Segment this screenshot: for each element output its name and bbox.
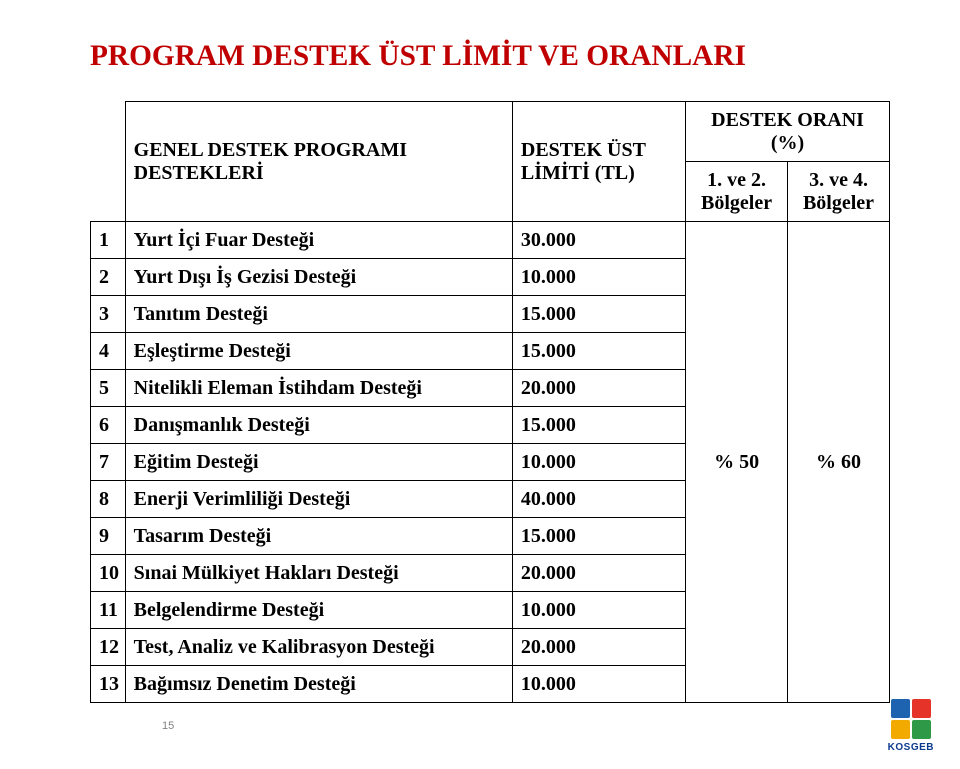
- header-program-name: GENEL DESTEK PROGRAMI DESTEKLERİ: [125, 102, 512, 222]
- row-support-name: Enerji Verimliliği Desteği: [125, 481, 512, 518]
- row-number: 13: [91, 666, 126, 703]
- row-support-name: Eğitim Desteği: [125, 444, 512, 481]
- rate-region12-value: % 50: [686, 222, 788, 703]
- row-support-name: Yurt Dışı İş Gezisi Desteği: [125, 259, 512, 296]
- row-number: 11: [91, 592, 126, 629]
- row-number: 3: [91, 296, 126, 333]
- row-support-name: Danışmanlık Desteği: [125, 407, 512, 444]
- row-support-name: Tasarım Desteği: [125, 518, 512, 555]
- row-limit-value: 15.000: [512, 518, 685, 555]
- row-number: 7: [91, 444, 126, 481]
- header-rate-region12: 1. ve 2. Bölgeler: [686, 162, 788, 222]
- row-limit-value: 10.000: [512, 666, 685, 703]
- row-support-name: Tanıtım Desteği: [125, 296, 512, 333]
- row-limit-value: 15.000: [512, 333, 685, 370]
- row-number: 10: [91, 555, 126, 592]
- header-limit: DESTEK ÜST LİMİTİ (TL): [512, 102, 685, 222]
- row-limit-value: 20.000: [512, 555, 685, 592]
- row-support-name: Nitelikli Eleman İstihdam Desteği: [125, 370, 512, 407]
- row-support-name: Test, Analiz ve Kalibrasyon Desteği: [125, 629, 512, 666]
- row-number: 9: [91, 518, 126, 555]
- row-support-name: Eşleştirme Desteği: [125, 333, 512, 370]
- kosgeb-logo: KOSGEB: [888, 697, 934, 753]
- row-number: 5: [91, 370, 126, 407]
- row-limit-value: 10.000: [512, 259, 685, 296]
- logo-quad-bl: [891, 720, 910, 739]
- slide-number: 15: [162, 720, 174, 732]
- row-limit-value: 15.000: [512, 407, 685, 444]
- row-limit-value: 15.000: [512, 296, 685, 333]
- row-limit-value: 40.000: [512, 481, 685, 518]
- row-limit-value: 10.000: [512, 444, 685, 481]
- support-table: GENEL DESTEK PROGRAMI DESTEKLERİ DESTEK …: [90, 101, 890, 703]
- table-body: 1Yurt İçi Fuar Desteği30.000% 50% 602Yur…: [91, 222, 890, 703]
- logo-quad-tl: [891, 699, 910, 718]
- row-number: 8: [91, 481, 126, 518]
- rate-region34-value: % 60: [788, 222, 890, 703]
- kosgeb-logo-icon: [889, 697, 933, 741]
- header-blank-num: [91, 102, 126, 222]
- row-limit-value: 20.000: [512, 629, 685, 666]
- row-number: 6: [91, 407, 126, 444]
- table-row: 1Yurt İçi Fuar Desteği30.000% 50% 60: [91, 222, 890, 259]
- row-limit-value: 20.000: [512, 370, 685, 407]
- page-title: PROGRAM DESTEK ÜST LİMİT VE ORANLARI: [90, 40, 890, 73]
- logo-quad-br: [912, 720, 931, 739]
- kosgeb-logo-text: KOSGEB: [888, 742, 934, 753]
- row-limit-value: 10.000: [512, 592, 685, 629]
- row-support-name: Yurt İçi Fuar Desteği: [125, 222, 512, 259]
- row-number: 4: [91, 333, 126, 370]
- header-rate-region34: 3. ve 4. Bölgeler: [788, 162, 890, 222]
- slide-page: PROGRAM DESTEK ÜST LİMİT VE ORANLARI GEN…: [0, 0, 960, 769]
- row-support-name: Sınai Mülkiyet Hakları Desteği: [125, 555, 512, 592]
- row-support-name: Bağımsız Denetim Desteği: [125, 666, 512, 703]
- row-number: 12: [91, 629, 126, 666]
- row-number: 2: [91, 259, 126, 296]
- row-limit-value: 30.000: [512, 222, 685, 259]
- header-rate-group: DESTEK ORANI (%): [686, 102, 890, 162]
- row-support-name: Belgelendirme Desteği: [125, 592, 512, 629]
- logo-quad-tr: [912, 699, 931, 718]
- row-number: 1: [91, 222, 126, 259]
- table-header-row-1: GENEL DESTEK PROGRAMI DESTEKLERİ DESTEK …: [91, 102, 890, 162]
